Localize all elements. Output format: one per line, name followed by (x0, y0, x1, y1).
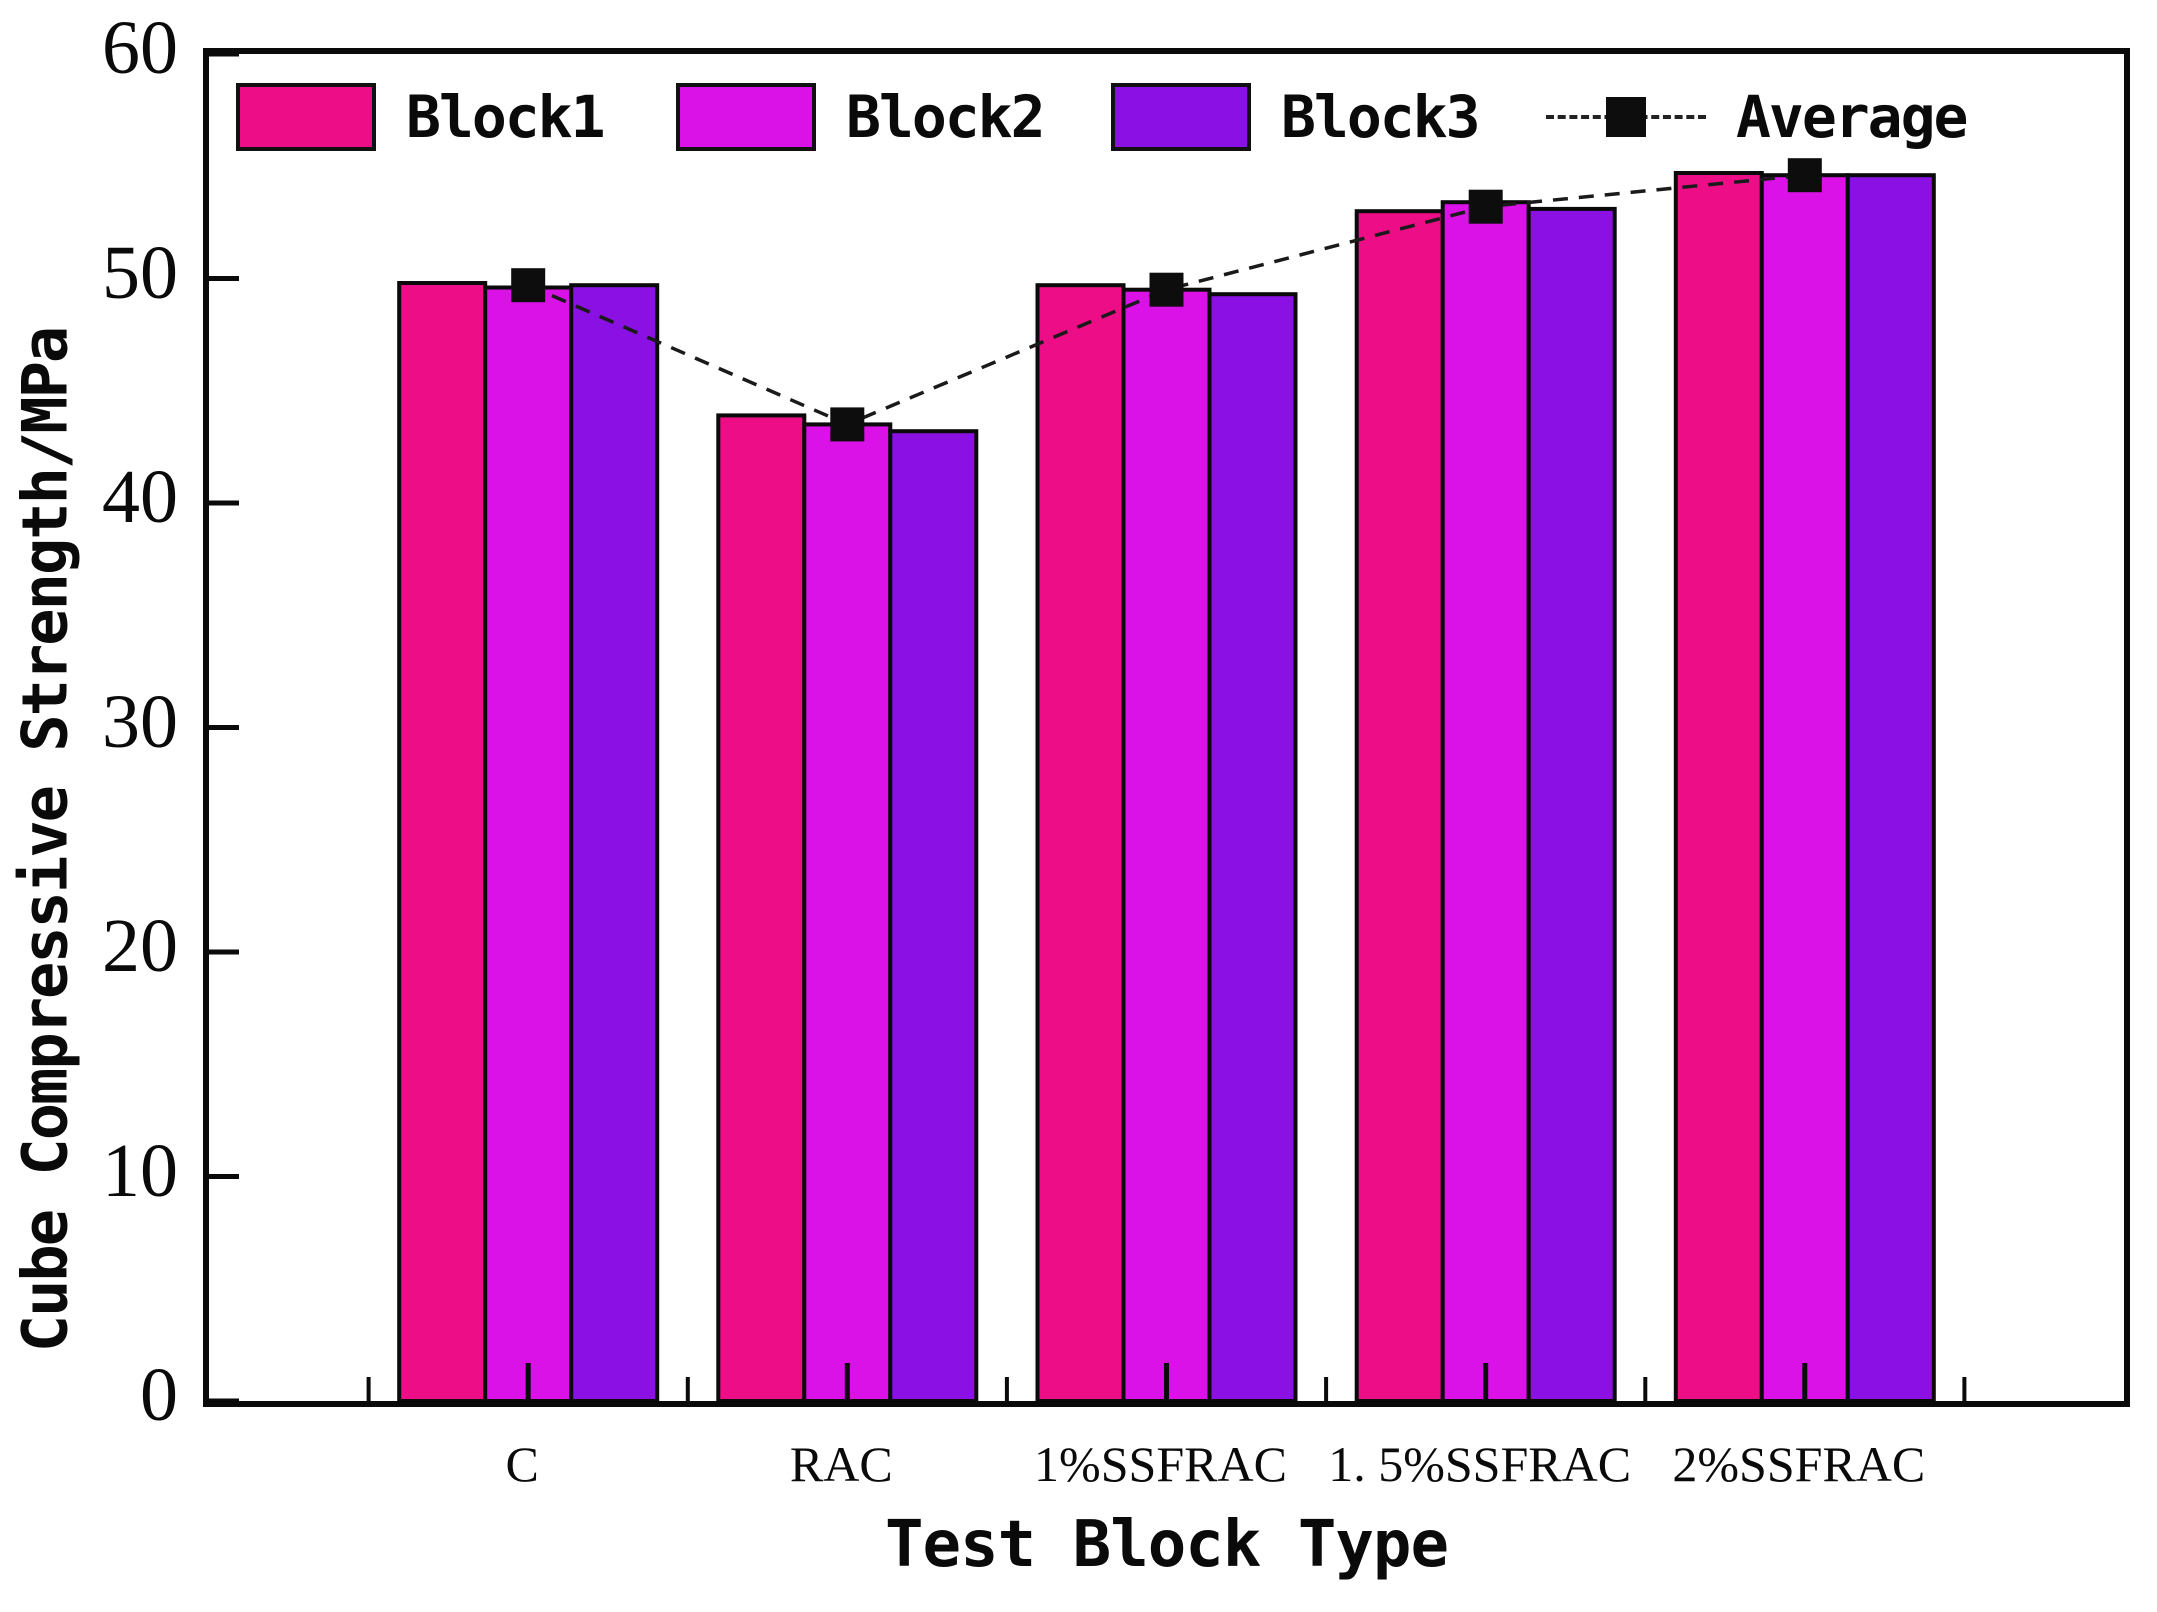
average-marker-4 (1787, 158, 1822, 193)
x-tick-label-c: C (505, 1436, 539, 1492)
y-tick-label-10: 10 (102, 1128, 178, 1213)
bar-block3-c (569, 283, 660, 1401)
bar-block3-15ssfrac (1526, 206, 1617, 1401)
y-tick-label-20: 20 (102, 904, 178, 988)
chart-canvas (209, 54, 1967, 1401)
block3-swatch-icon (1111, 83, 1251, 151)
x-tick-label-1ssfrac: 1%SSFRAC (1034, 1436, 1287, 1492)
x-tick-label-rac: RAC (789, 1436, 893, 1492)
y-tick-label-60: 60 (102, 6, 178, 90)
average-square-marker-icon (1606, 97, 1646, 137)
bar-block3-2ssfrac (1845, 173, 1936, 1401)
bar-block2-rac (802, 422, 893, 1401)
bar-block1-1ssfrac (1035, 283, 1126, 1401)
x-axis-title: Test Block Type (885, 1508, 1449, 1582)
y-tick-label-50: 50 (102, 230, 178, 315)
x-tick-label-2ssfrac: 2%SSFRAC (1672, 1436, 1926, 1492)
average-dashed-marker-icon (1546, 82, 1706, 152)
y-tick-label-40: 40 (102, 455, 178, 539)
bar-block2-15ssfrac (1440, 200, 1531, 1401)
bar-block1-15ssfrac (1354, 209, 1445, 1401)
legend-item-average: Average (1546, 80, 1968, 154)
bar-block2-2ssfrac (1759, 173, 1850, 1401)
block1-swatch-icon (236, 83, 376, 151)
average-marker-0 (511, 268, 546, 303)
bar-block1-2ssfrac (1673, 171, 1764, 1401)
bar-block3-rac (888, 429, 979, 1401)
y-tick-label-0: 0 (140, 1353, 178, 1437)
legend-label-block3: Block3 (1281, 83, 1481, 151)
average-marker-2 (1149, 272, 1184, 307)
bar-block2-1ssfrac (1121, 287, 1212, 1401)
legend-item-block1: Block1 (236, 80, 606, 154)
x-tick-label-15ssfrac: 1. 5%SSFRAC (1328, 1436, 1632, 1492)
average-marker-3 (1468, 189, 1503, 224)
bar-block3-1ssfrac (1207, 292, 1298, 1401)
bar-block1-rac (716, 413, 807, 1401)
legend-item-block3: Block3 (1111, 80, 1481, 154)
bar-block1-c (397, 281, 488, 1401)
plot-area: Block1 Block2 Block3 Average (203, 48, 2130, 1407)
average-line (527, 173, 1805, 427)
average-marker-1 (830, 407, 865, 442)
block2-swatch-icon (676, 83, 816, 151)
legend-label-block1: Block1 (406, 83, 606, 151)
legend-item-block2: Block2 (676, 80, 1046, 154)
legend-label-average: Average (1736, 83, 1968, 151)
legend-label-block2: Block2 (846, 83, 1046, 151)
bar-block2-c (483, 285, 574, 1401)
y-tick-label-30: 30 (102, 679, 178, 764)
